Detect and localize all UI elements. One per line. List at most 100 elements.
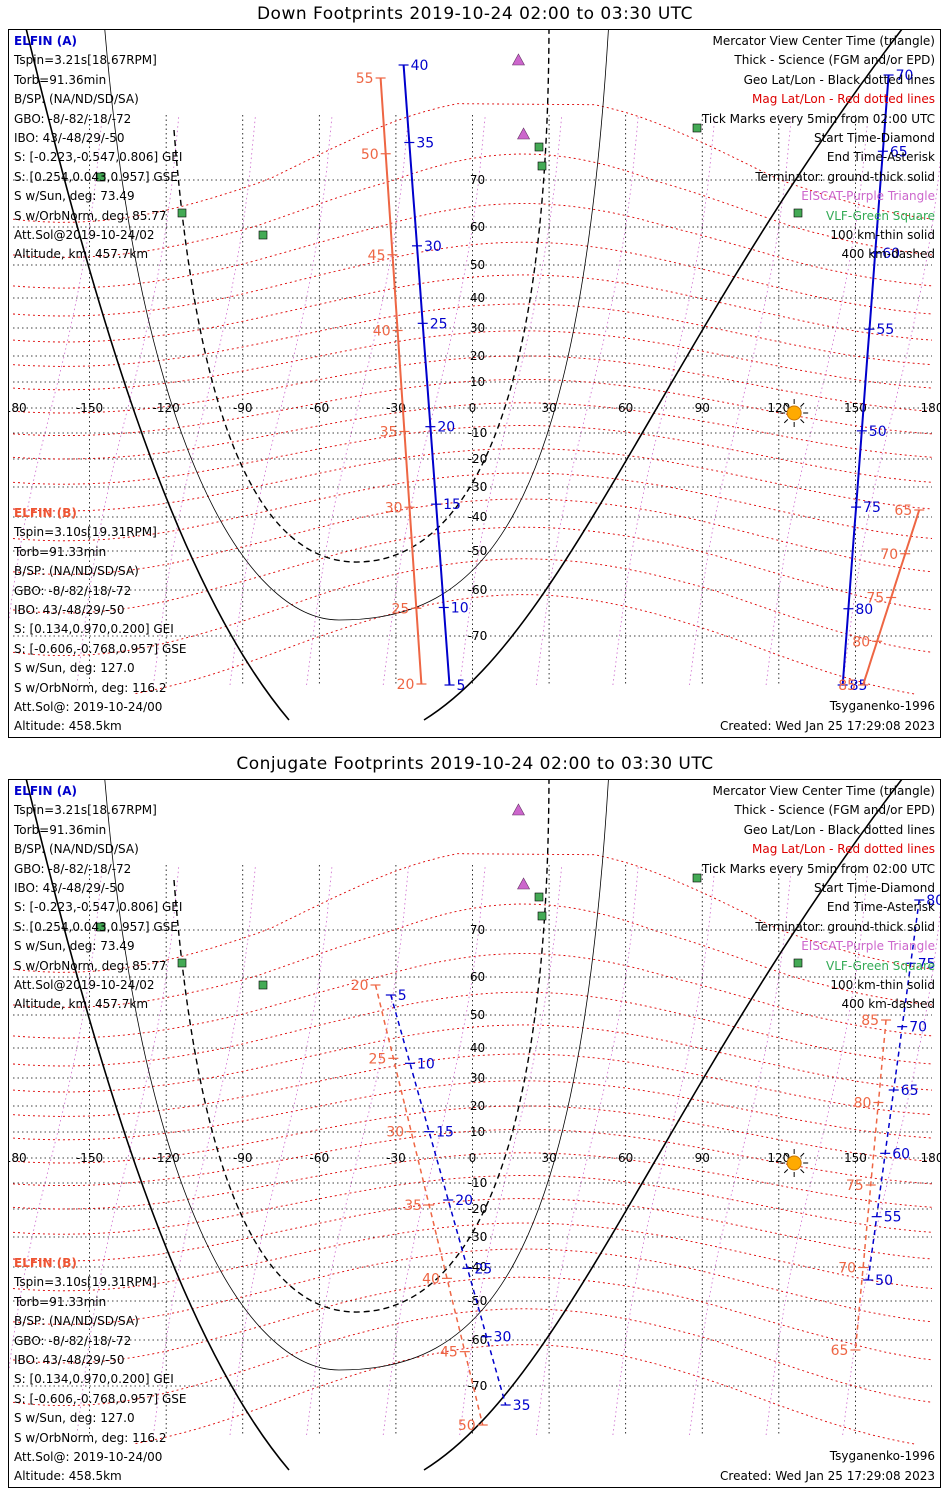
lat-label: 20 [470,1099,485,1113]
legend-item: End Time-Asterisk [826,150,935,165]
info-line: B/SP: (NA/ND/SD/SA) [14,564,139,579]
track-a-east [841,74,890,686]
mag-meridian [765,864,869,1436]
mag-parallel [12,1024,933,1093]
lon-label: -120 [153,401,180,415]
mag-parallel [12,1276,933,1364]
track-tick-label: 80 [926,893,940,909]
legend-item: EISCAT-Purple Triangle [801,939,935,954]
lat-label: 10 [470,375,485,389]
sun-ray [800,419,805,424]
sun-ray [800,1169,805,1174]
track-tick-label: 5 [398,988,407,1004]
legend-item: Thick - Science (FGM and/or EPD) [734,53,935,68]
info-line: Tspin=3.21s[18.67RPM] [14,53,157,68]
lat-label: -20 [468,1202,488,1216]
mag-meridian [76,864,180,1436]
mag-meridian [459,864,563,1436]
legend-item: Mercator View Center Time (triangle) [712,34,935,48]
mag-meridian [153,114,256,686]
info-line: GBO: -8/-82/-18/-72 [14,583,132,598]
info-line: S w/Sun, deg: 127.0 [14,661,135,676]
info-line: S: [0.254,0.043,0.957] GSE [14,919,178,934]
lon-label: -150 [76,401,103,415]
track-tick-label: 10 [451,601,469,617]
info-line: Torb=91.33min [14,1294,107,1309]
lon-label: -30 [386,401,406,415]
vlf-square [177,958,187,968]
lat-label: 20 [470,349,485,363]
track-tick-label: 30 [386,1125,404,1141]
lat-label: -30 [468,1230,488,1244]
track-tick-label: 50 [361,147,379,163]
track-tick-label: 70 [838,1261,856,1277]
track-tick-label: 40 [373,324,391,340]
mag-grid [9,853,940,1445]
mag-parallel [12,203,933,289]
lat-label: -70 [468,629,488,643]
mag-parallel [12,1308,933,1407]
info-line: Att.Sol@: 2019-10-24/00 [14,1450,163,1465]
geo-grid [13,865,932,1435]
lon-label: 90 [695,1151,710,1165]
lon-label: 30 [541,1151,556,1165]
legend: Mercator View Center Time (triangle) Thi… [702,782,935,1015]
track-tick-label: 45 [440,1345,458,1361]
map-frame: -180 -150 -120 -90 -60 -30 0 30 60 90 120 150 180 70 6… [8,29,941,738]
track-tick-label: 15 [436,1125,454,1141]
track-tick-label: 50 [875,1273,893,1289]
tracks: 5 10 15 20 25 30 35 20 25 30 35 40 45 50 80 75 70 65 60 55 5… [351,893,940,1434]
lat-label: 50 [470,1008,485,1022]
legend-item: Mag Lat/Lon - Red dotted lines [751,842,935,857]
lat-label: 40 [470,291,485,305]
mag-parallel [12,472,933,542]
terminator-400km [173,780,550,1313]
lon-label: -150 [76,1151,103,1165]
mag-parallel [135,594,917,695]
vlf-square [534,892,544,902]
track-tick-label: 55 [876,322,894,338]
legend-item: 100 km-thin solid [830,978,935,993]
terminator-ground [423,780,903,1471]
mag-meridian [765,114,869,686]
legend-item: End Time-Asterisk [826,900,935,915]
lat-label: -60 [468,1333,488,1347]
info-line: B/SP: (NA/ND/SD/SA) [14,92,139,107]
elfin-a-info: ELFIN (A) Tspin=3.21s[18.67RPM] Torb=91.… [14,32,182,265]
terminator-ground [25,30,290,721]
track-tick-label: 25 [369,1051,387,1067]
lon-label: 150 [844,401,867,415]
lon-label: -60 [310,1151,330,1165]
track-tick-label: 80 [852,634,870,650]
info-line: IBO: 43/-48/29/-50 [14,131,125,146]
track-tick-label: 75 [863,500,881,516]
info-line: Altitude, km: 457.7km [14,247,149,262]
model-label: Tsyganenko-1996 [829,1449,935,1463]
lon-label: -180 [9,401,27,415]
track-tick-label: 25 [430,316,448,332]
vlf-square [258,980,268,990]
mag-meridian [459,114,563,686]
mag-parallel [12,526,933,614]
vlf-square [177,208,187,218]
info-line: S w/OrbNorm, deg: 116.2 [14,1430,167,1445]
mag-parallel [135,1344,917,1445]
track-tick-label: 45 [368,248,386,264]
lon-label: 90 [695,401,710,415]
info-line: Altitude: 458.5km [14,719,122,734]
vlf-square [537,161,547,171]
track-tick-label: 65 [831,1343,849,1359]
lat-label: -60 [468,583,488,597]
axis-labels: -180 -150 -120 -90 -60 -30 0 30 60 90 120 150 180 70 6… [9,173,940,643]
lat-label: -20 [468,452,488,466]
mag-meridian [382,864,486,1436]
info-line: S: [-0.606,-0.768,0.957] GSE [14,1391,187,1406]
info-line: S: [-0.606,-0.768,0.957] GSE [14,641,187,656]
mag-meridian [306,114,410,686]
legend-item: 400 km-dashed [841,997,935,1012]
vlf-square [793,958,803,968]
info-line: IBO: 43/-48/29/-50 [14,603,125,618]
mag-meridian [689,864,792,1436]
info-line: S w/Sun, deg: 73.49 [14,189,135,204]
track-tick-label: 65 [901,1083,919,1099]
